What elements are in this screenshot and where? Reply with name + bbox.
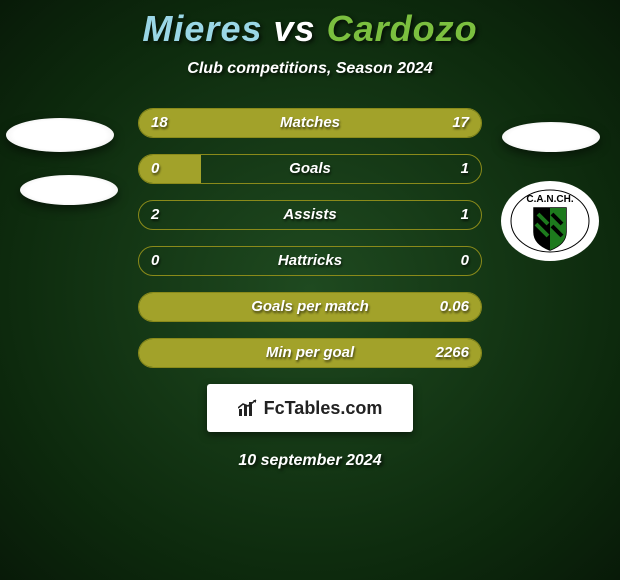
stat-value-right: 0 <box>461 247 469 275</box>
comparison-infographic: Mieres vs Cardozo Club competitions, Sea… <box>0 0 620 580</box>
stat-value-right: 17 <box>452 109 469 137</box>
stat-label: Goals per match <box>139 293 481 321</box>
date-text: 10 september 2024 <box>0 452 620 470</box>
stat-row-goals: 0 Goals 1 <box>138 154 482 184</box>
stats-bars: 18 Matches 17 0 Goals 1 2 Assists 1 0 Ha… <box>138 108 482 368</box>
stat-label: Hattricks <box>139 247 481 275</box>
subtitle: Club competitions, Season 2024 <box>0 60 620 78</box>
stat-row-hattricks: 0 Hattricks 0 <box>138 246 482 276</box>
stat-row-min-per-goal: Min per goal 2266 <box>138 338 482 368</box>
avatar-placeholder-left-1 <box>6 118 114 152</box>
stat-label: Matches <box>139 109 481 137</box>
stat-row-goals-per-match: Goals per match 0.06 <box>138 292 482 322</box>
stat-value-right: 0.06 <box>440 293 469 321</box>
stat-value-right: 2266 <box>436 339 469 367</box>
watermark-text: FcTables.com <box>264 398 383 419</box>
bars-up-icon <box>238 399 258 417</box>
avatar-placeholder-right-1 <box>502 122 600 152</box>
title: Mieres vs Cardozo <box>0 8 620 50</box>
stat-label: Min per goal <box>139 339 481 367</box>
stat-row-matches: 18 Matches 17 <box>138 108 482 138</box>
crest-text: C.A.N.CH. <box>526 194 573 205</box>
stat-value-right: 1 <box>461 201 469 229</box>
stat-value-right: 1 <box>461 155 469 183</box>
club-crest-right: C.A.N.CH. <box>500 180 600 262</box>
watermark: FcTables.com <box>207 384 413 432</box>
stat-label: Assists <box>139 201 481 229</box>
title-player-a: Mieres <box>142 8 262 49</box>
stat-label: Goals <box>139 155 481 183</box>
avatar-placeholder-left-2 <box>20 175 118 205</box>
stat-row-assists: 2 Assists 1 <box>138 200 482 230</box>
title-player-b: Cardozo <box>327 8 478 49</box>
title-vs: vs <box>274 8 316 49</box>
